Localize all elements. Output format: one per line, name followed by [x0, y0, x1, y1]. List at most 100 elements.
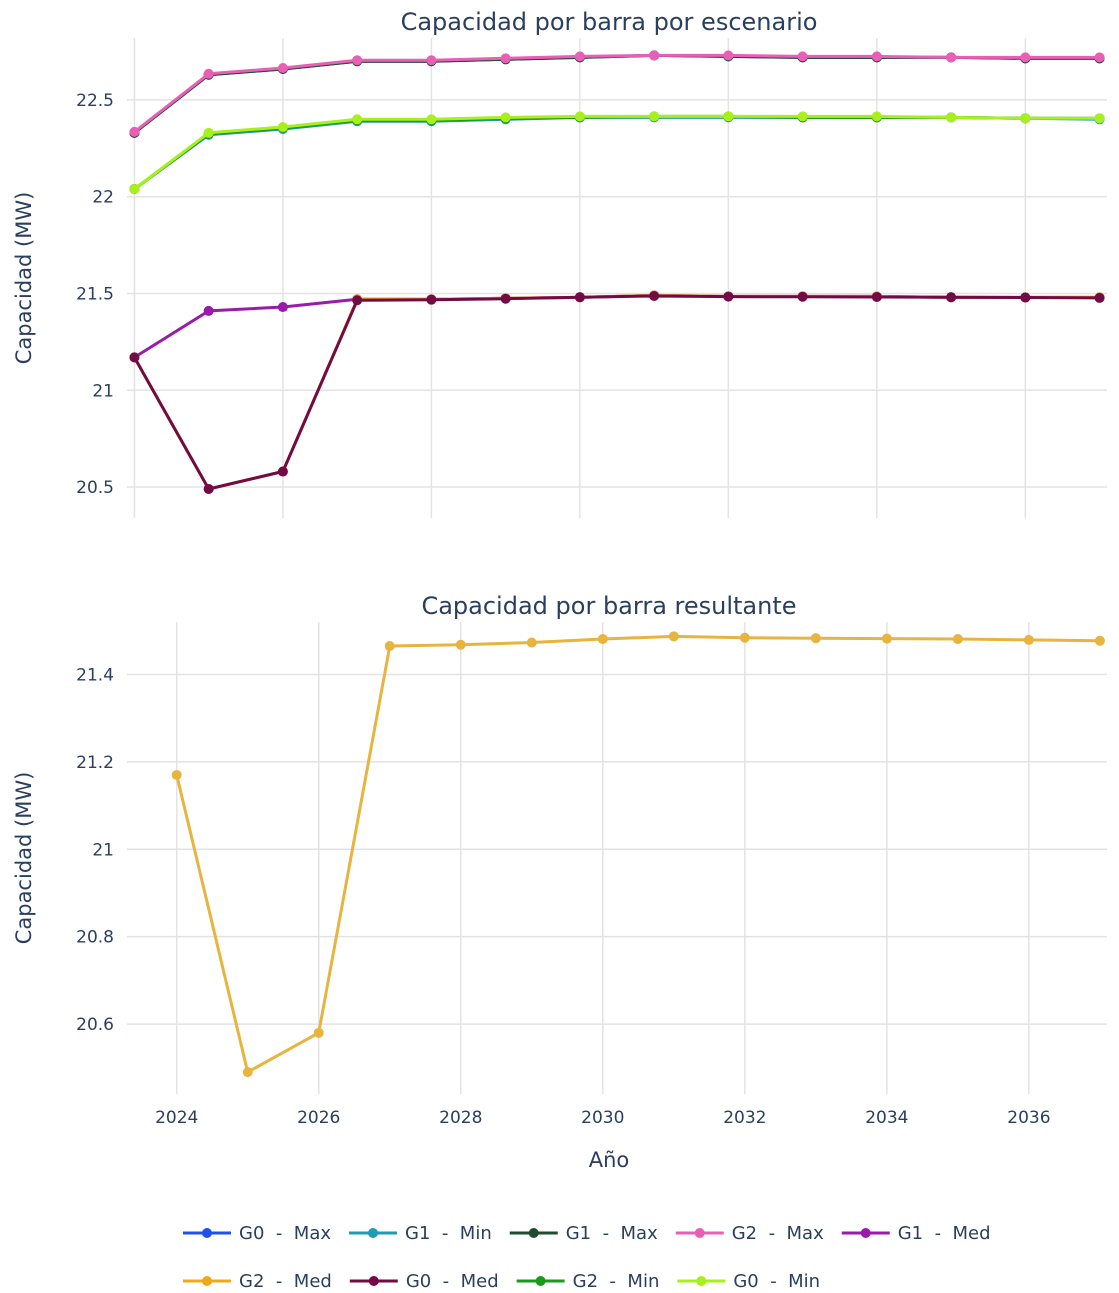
data-point	[952, 634, 963, 645]
legend-item[interactable]: G2 - Max	[675, 1223, 824, 1244]
legend-swatch-marker	[202, 1276, 212, 1286]
y-tick-label: 22.5	[76, 91, 114, 111]
data-point	[1094, 52, 1105, 63]
legend-swatch-marker	[202, 1228, 212, 1238]
data-point	[1094, 292, 1105, 303]
data-point	[946, 292, 957, 303]
y-tick-label: 21	[92, 840, 114, 860]
legend-label: G1 - Max	[566, 1223, 658, 1244]
x-tick-label: 2028	[439, 1108, 482, 1128]
chart-title: Capacidad por barra por escenario	[401, 8, 818, 36]
series-1	[129, 50, 1105, 138]
y-tick-label: 20.8	[76, 928, 114, 948]
data-point	[649, 50, 660, 61]
data-point	[1020, 292, 1031, 303]
data-point	[426, 55, 437, 66]
y-tick-label: 21.2	[76, 753, 114, 773]
legend-item[interactable]: G0 - Med	[349, 1271, 499, 1292]
y-tick-label: 21	[92, 381, 114, 401]
data-point	[881, 633, 892, 644]
y-tick-label: 21.5	[76, 284, 114, 304]
legend-item[interactable]: G2 - Med	[183, 1271, 332, 1292]
series-line	[133, 293, 1100, 491]
series-line	[175, 634, 1100, 1074]
data-point	[1020, 113, 1031, 124]
chart-title: Capacidad por barra resultante	[421, 592, 796, 620]
y-tick-label: 20.5	[76, 478, 114, 498]
data-point	[574, 111, 585, 122]
data-point	[649, 111, 660, 122]
series-line	[133, 53, 1100, 134]
legend-item[interactable]: G0 - Max	[183, 1223, 331, 1244]
legend-swatch-marker	[860, 1228, 871, 1238]
legend: G0 - Max G1 - Min G1 - Max G2 - Max G1 - Med…	[183, 1223, 991, 1292]
legend-item[interactable]: G1 - Min	[349, 1223, 492, 1244]
y-tick-label: 21.4	[76, 665, 114, 685]
data-point	[384, 641, 395, 652]
data-point	[574, 292, 585, 303]
legend-swatch-marker	[368, 1228, 378, 1238]
data-point	[277, 466, 288, 477]
data-point	[797, 111, 808, 122]
data-point	[277, 302, 288, 313]
legend-label: G0 - Med	[406, 1271, 499, 1292]
legend-item[interactable]: G2 - Min	[516, 1271, 660, 1292]
y-tick-label: 20.6	[76, 1015, 114, 1035]
data-point	[739, 632, 750, 643]
legend-label: G2 - Max	[732, 1223, 824, 1244]
chart-panel-2: 20.6 20.8 21 21.2 21.4 2024 2026 2028 2030 2032 20…	[12, 592, 1107, 1172]
data-point	[526, 637, 537, 648]
x-axis-title: Año	[589, 1148, 630, 1172]
legend-swatch-marker	[535, 1276, 546, 1286]
data-point	[203, 483, 214, 494]
y-tick-label: 22	[92, 188, 114, 208]
legend-swatch-marker	[368, 1276, 379, 1286]
data-point	[871, 291, 882, 302]
data-point	[313, 1027, 324, 1038]
data-point	[1094, 635, 1105, 646]
legend-label: G1 - Min	[405, 1223, 492, 1244]
data-point	[649, 291, 660, 301]
legend-item[interactable]: G1 - Med	[841, 1223, 991, 1244]
data-point	[129, 126, 140, 137]
data-point	[129, 352, 140, 363]
legend-label: G0 - Min	[733, 1271, 820, 1292]
y-axis-title: Capacidad (MW)	[12, 772, 36, 945]
legend-item[interactable]: G0 - Min	[677, 1271, 820, 1292]
data-point	[426, 114, 437, 125]
data-point	[500, 112, 511, 123]
series-9	[129, 111, 1105, 194]
data-point	[723, 291, 734, 302]
data-point	[1020, 52, 1031, 63]
data-point	[171, 769, 182, 780]
series-1	[171, 631, 1105, 1078]
data-point	[277, 122, 288, 133]
legend-label: G2 - Min	[573, 1271, 660, 1292]
data-point	[1023, 634, 1034, 645]
data-point	[203, 127, 214, 138]
series-3	[129, 50, 1105, 138]
x-tick-label: 2034	[865, 1108, 908, 1128]
data-point	[203, 305, 214, 316]
data-point	[1094, 113, 1105, 124]
series-4	[129, 50, 1105, 137]
legend-swatch-marker	[696, 1276, 707, 1286]
data-point	[871, 51, 882, 62]
data-point	[946, 112, 957, 123]
data-point	[500, 53, 511, 64]
x-tick-label: 2032	[723, 1108, 766, 1128]
legend-label: G0 - Max	[239, 1223, 331, 1244]
data-point	[277, 63, 288, 73]
legend-item[interactable]: G1 - Max	[509, 1223, 658, 1244]
data-point	[668, 631, 679, 642]
data-point	[797, 51, 808, 62]
data-point	[946, 52, 957, 63]
x-tick-label: 2036	[1007, 1108, 1050, 1128]
data-point	[426, 294, 437, 305]
x-tick-label: 2030	[581, 1108, 624, 1128]
x-tick-label: 2026	[297, 1108, 340, 1128]
data-point	[723, 50, 734, 61]
legend-swatch-marker	[528, 1228, 539, 1238]
legend-swatch-marker	[694, 1228, 705, 1238]
